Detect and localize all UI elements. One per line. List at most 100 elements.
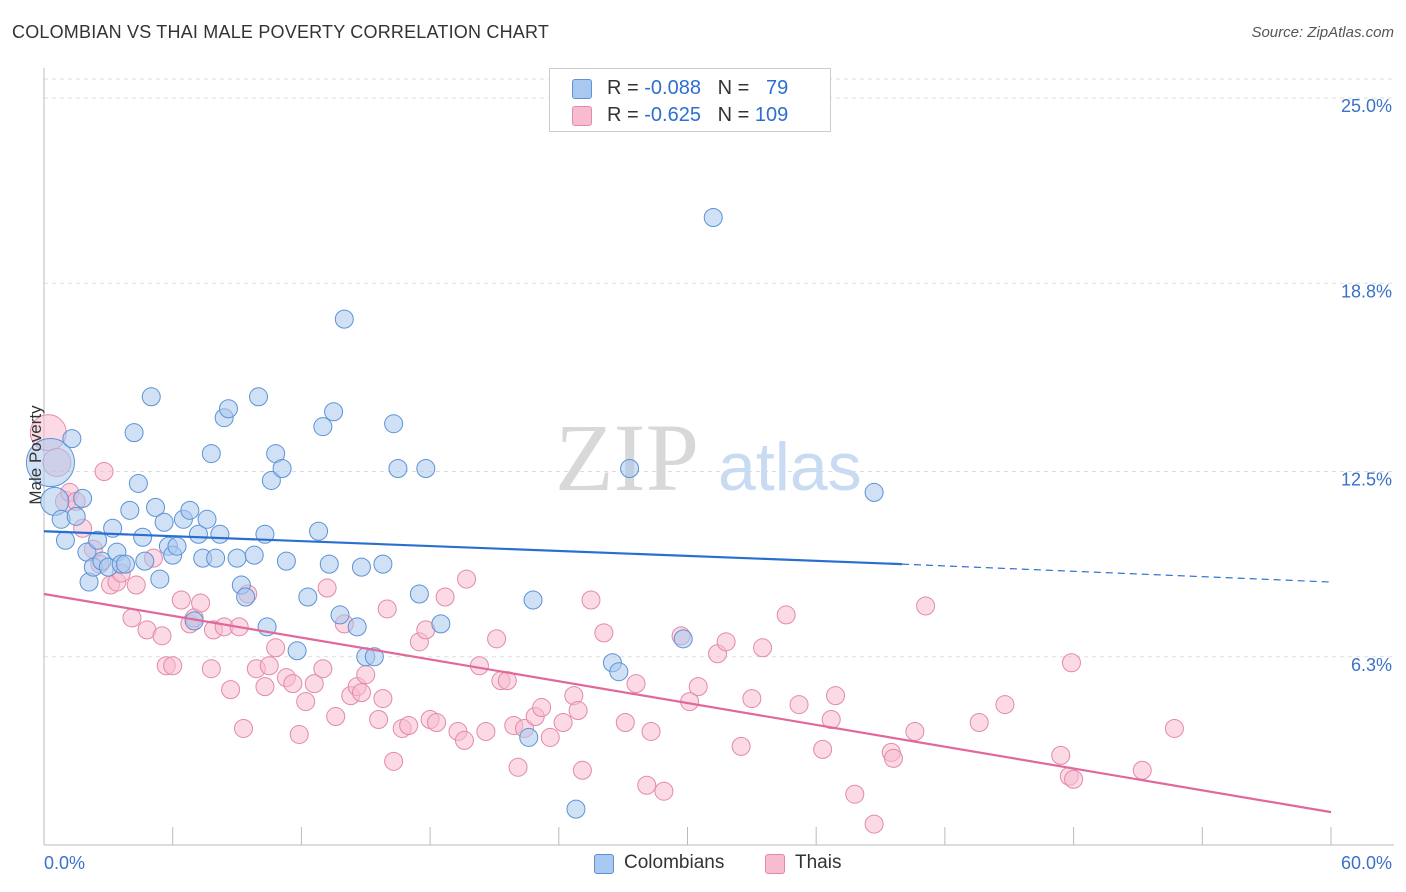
thai-point [995, 695, 1015, 715]
colombian-point [373, 554, 393, 574]
colombian-point [864, 482, 884, 502]
thai-point [435, 587, 455, 607]
thai-point [454, 730, 474, 750]
colombian-point [351, 557, 371, 577]
tick-labels: 6.3% 12.5% 18.8% 25.0% 0.0% 60.0% [44, 96, 1392, 873]
thai-point [356, 665, 376, 685]
thai-point [916, 596, 936, 616]
colombian-point [298, 587, 318, 607]
thai-point [615, 712, 635, 732]
colombian-point [244, 545, 264, 565]
thai-point [883, 748, 903, 768]
colombian-point [188, 524, 208, 544]
thai-point [94, 462, 114, 481]
thai-point [259, 656, 279, 676]
thai-point [384, 751, 404, 771]
colombian-point [210, 524, 230, 544]
thai-point [826, 686, 846, 706]
colombian-point [364, 647, 384, 667]
colombian-point [62, 429, 82, 449]
thai-point [572, 760, 592, 780]
chart-source: Source: ZipAtlas.com [1251, 24, 1394, 41]
colombian-point [146, 497, 166, 517]
thai-point [1132, 760, 1152, 780]
watermark-zip: ZIP [555, 404, 699, 511]
colombian-point [116, 554, 136, 574]
correlation-legend: R = -0.088 N = 79 R = -0.625 N = 109 [549, 68, 831, 132]
thai-point [813, 739, 833, 759]
colombian-point [287, 641, 307, 661]
thai-point [296, 692, 316, 712]
colombian-point [135, 551, 155, 571]
r-value: -0.088 [644, 77, 701, 99]
colombian-point [347, 617, 367, 637]
thais-swatch [765, 854, 785, 874]
colombian-point [88, 530, 108, 550]
thai-point [508, 757, 528, 777]
thai-point [457, 569, 477, 589]
colombian-point [218, 399, 238, 419]
colombian-point [703, 208, 723, 228]
colombians-swatch [572, 79, 592, 99]
colombian-point [523, 590, 543, 610]
thai-point [326, 707, 346, 727]
thai-point [789, 695, 809, 715]
thai-point [864, 814, 884, 834]
thai-point [626, 674, 646, 694]
colombian-point [141, 387, 161, 407]
colombian-point [620, 459, 640, 479]
colombian-point [124, 423, 144, 443]
thai-point [163, 656, 183, 676]
thai-point [317, 578, 337, 598]
x-tick-label: 0.0% [44, 853, 85, 873]
thai-point [1164, 718, 1184, 738]
colombian-point [227, 548, 247, 568]
thai-point [845, 784, 865, 804]
colombian-point [272, 459, 292, 479]
thai-point [532, 698, 552, 718]
thai-point [377, 599, 397, 619]
colombian-point [236, 587, 256, 607]
colombian-point [276, 551, 296, 571]
colombian-point [128, 473, 148, 493]
r-value: -0.625 [644, 104, 701, 126]
r-label: R = [607, 104, 639, 126]
colombian-point [180, 500, 200, 520]
thai-point [1051, 745, 1071, 765]
y-tick-label: 25.0% [1341, 96, 1392, 116]
thai-point [304, 674, 324, 694]
colombian-point [197, 509, 217, 529]
colombian-point [66, 506, 86, 526]
colombian-point [416, 459, 436, 479]
colombian-point [319, 554, 339, 574]
colombian-point [609, 662, 629, 682]
thai-point [654, 781, 674, 801]
thai-point [753, 638, 773, 658]
colombian-point [566, 799, 586, 819]
colombian-point [25, 438, 75, 488]
colombian-point [519, 727, 539, 747]
thai-point [427, 712, 447, 732]
chart-title: COLOMBIAN VS THAI MALE POVERTY CORRELATI… [12, 22, 550, 42]
thai-point [369, 710, 389, 730]
n-label: N = [717, 104, 750, 126]
thai-point [688, 677, 708, 697]
thai-point [283, 674, 303, 694]
y-axis-label: Male Poverty [26, 405, 45, 505]
colombian-point [409, 584, 429, 604]
colombian-point [388, 459, 408, 479]
thais-trend-line [43, 592, 1332, 814]
thai-point [351, 683, 371, 703]
thai-point [255, 677, 275, 697]
thais-swatch [572, 106, 592, 126]
thai-point [637, 775, 657, 795]
colombian-point [261, 470, 281, 490]
watermark-atlas: atlas [718, 429, 862, 505]
thai-point [581, 590, 601, 610]
colombian-point [330, 605, 350, 625]
thai-point [1061, 653, 1081, 673]
colombian-point [154, 512, 174, 532]
colombians-swatch [594, 854, 614, 874]
thai-point [373, 689, 393, 709]
